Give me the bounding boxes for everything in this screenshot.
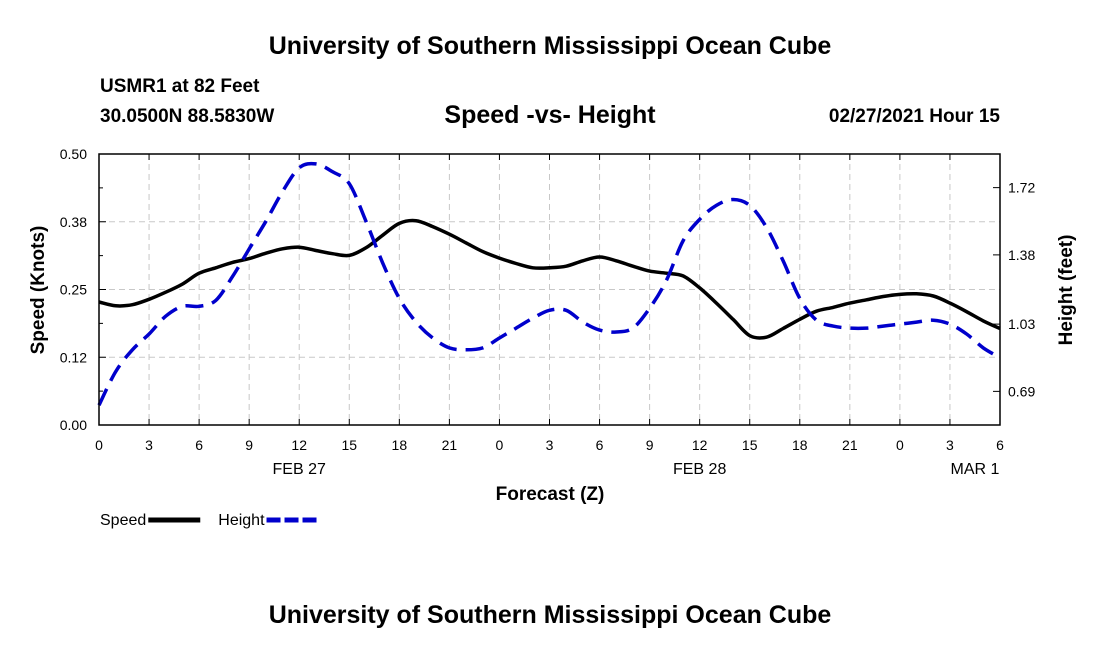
x-tick-label: 6	[596, 437, 604, 453]
x-tick-label: 18	[392, 437, 408, 453]
series-layer	[97, 161, 1001, 406]
y2-tick-label: 1.03	[1008, 316, 1035, 332]
y2-tick-label: 0.69	[1008, 383, 1035, 399]
x-tick-label: 21	[442, 437, 458, 453]
legend: Speed Height	[100, 512, 319, 529]
y2-axis-label: Height (feet)	[1056, 235, 1077, 346]
x-tick-label: 0	[896, 437, 904, 453]
x-tick-label: 12	[692, 437, 708, 453]
x-tick-label: 6	[996, 437, 1004, 453]
x-tick-label: 3	[946, 437, 954, 453]
series-line-height	[97, 161, 1001, 406]
x-tick-label: 6	[195, 437, 203, 453]
date-label: FEB 27	[273, 461, 326, 478]
station-label: USMR1 at 82 Feet	[100, 76, 260, 97]
y-tick-label: 0.25	[60, 282, 87, 298]
x-tick-label: 15	[341, 437, 357, 453]
date-label: FEB 28	[673, 461, 726, 478]
location-label: 30.0500N 88.5830W	[100, 106, 275, 127]
datetime-label: 02/27/2021 Hour 15	[828, 106, 1000, 127]
x-tick-label: 21	[842, 437, 858, 453]
y-tick-label: 0.00	[60, 417, 87, 433]
x-tick-label: 0	[496, 437, 504, 453]
y-tick-label: 0.12	[60, 349, 87, 365]
x-tick-label: 12	[291, 437, 307, 453]
page-title: University of Southern Mississippi Ocean…	[268, 32, 832, 60]
y-tick-label: 0.38	[60, 214, 87, 230]
date-label: MAR 1	[951, 461, 1000, 478]
axes: 0 3 6 9 12 15 18 21 0 3 6 9 12 15 18 21 0 3 6 0.00 0.12 0.25 0…	[60, 146, 1036, 478]
y2-tick-label: 1.72	[1008, 180, 1035, 196]
x-tick-label: 18	[792, 437, 808, 453]
legend-label-height: Height	[218, 512, 265, 529]
series-line-speed	[98, 218, 1001, 340]
x-tick-label: 9	[646, 437, 654, 453]
grid	[99, 154, 1000, 425]
x-tick-label: 9	[245, 437, 253, 453]
x-axis-label: Forecast (Z)	[496, 484, 605, 505]
chart-title: Speed -vs- Height	[444, 101, 656, 129]
x-tick-label: 3	[145, 437, 153, 453]
legend-label-speed: Speed	[100, 512, 146, 529]
x-tick-label: 0	[95, 437, 103, 453]
y-tick-label: 0.50	[60, 146, 87, 162]
y-axis-label: Speed (Knots)	[28, 226, 49, 355]
footer-title: University of Southern Mississippi Ocean…	[268, 601, 832, 629]
x-tick-label: 15	[742, 437, 758, 453]
x-tick-label: 3	[546, 437, 554, 453]
y2-tick-label: 1.38	[1008, 247, 1035, 263]
